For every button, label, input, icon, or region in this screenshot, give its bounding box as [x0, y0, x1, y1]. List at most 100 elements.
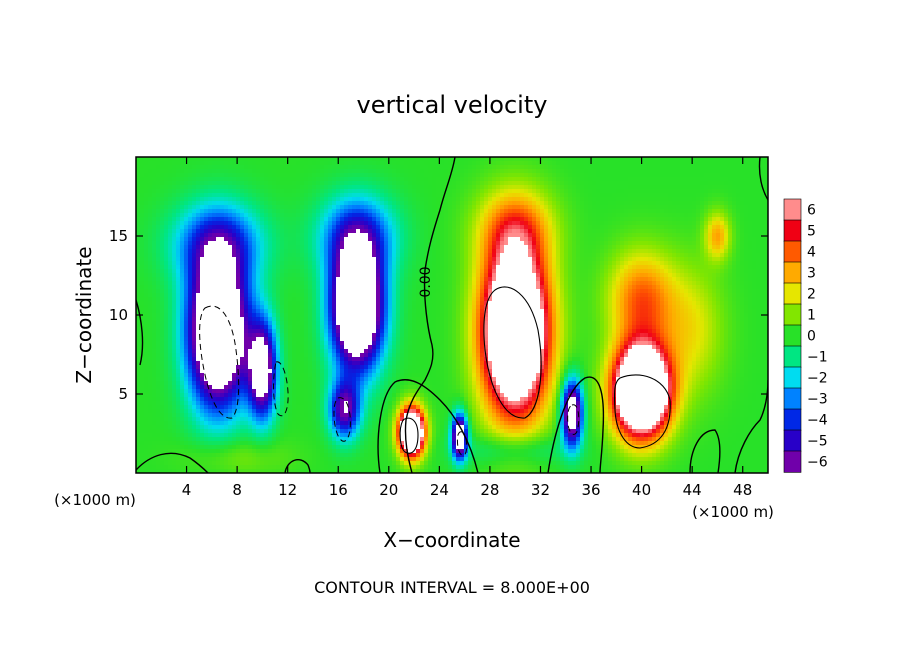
- heatmap-cell: [480, 229, 485, 234]
- heatmap-cell: [472, 173, 477, 178]
- heatmap-cell: [496, 177, 501, 182]
- heatmap-cell: [348, 225, 353, 230]
- heatmap-cell: [200, 217, 205, 222]
- heatmap-cell: [340, 261, 345, 266]
- heatmap-cell: [360, 221, 365, 226]
- heatmap-cell: [252, 281, 257, 286]
- heatmap-cell: [260, 213, 265, 218]
- heatmap-cell: [244, 205, 249, 210]
- heatmap-cell: [332, 245, 337, 250]
- heatmap-cell: [468, 273, 473, 278]
- heatmap-cell: [556, 161, 561, 166]
- heatmap-cell: [716, 169, 721, 174]
- heatmap-cell: [572, 245, 577, 250]
- heatmap-cell: [664, 257, 669, 262]
- heatmap-cell: [288, 209, 293, 214]
- heatmap-cell: [328, 189, 333, 194]
- heatmap-cell: [316, 197, 321, 202]
- heatmap-cell: [652, 233, 657, 238]
- heatmap-cell: [216, 185, 221, 190]
- heatmap-cell: [144, 161, 149, 166]
- heatmap-cell: [576, 177, 581, 182]
- heatmap-cell: [764, 265, 768, 270]
- heatmap-cell: [276, 201, 281, 206]
- heatmap-cell: [340, 213, 345, 218]
- heatmap-cell: [524, 225, 529, 230]
- heatmap-cell: [616, 221, 621, 226]
- heatmap-cell: [600, 201, 605, 206]
- heatmap-cell: [604, 265, 609, 270]
- heatmap-cell: [260, 225, 265, 230]
- heatmap-cell: [216, 209, 221, 214]
- heatmap-cell: [624, 273, 629, 278]
- heatmap-cell: [256, 221, 261, 226]
- heatmap-cell: [552, 157, 557, 162]
- heatmap-cell: [292, 265, 297, 270]
- heatmap-cell: [240, 269, 245, 274]
- heatmap-cell: [752, 273, 757, 278]
- heatmap-cell: [584, 205, 589, 210]
- heatmap-cell: [400, 249, 405, 254]
- heatmap-cell: [280, 261, 285, 266]
- heatmap-cell: [280, 213, 285, 218]
- heatmap-cell: [680, 181, 685, 186]
- heatmap-cell: [236, 241, 241, 246]
- heatmap-cell: [432, 265, 437, 270]
- heatmap-cell: [372, 245, 377, 250]
- heatmap-cell: [188, 161, 193, 166]
- heatmap-cell: [756, 181, 761, 186]
- heatmap-cell: [408, 261, 413, 266]
- heatmap-cell: [572, 177, 577, 182]
- heatmap-cell: [588, 277, 593, 282]
- heatmap-cell: [592, 261, 597, 266]
- heatmap-cell: [200, 161, 205, 166]
- heatmap-cell: [428, 237, 433, 242]
- heatmap-cell: [328, 169, 333, 174]
- heatmap-cell: [520, 281, 525, 286]
- heatmap-cell: [348, 217, 353, 222]
- heatmap-cell: [676, 213, 681, 218]
- heatmap-cell: [336, 233, 341, 238]
- heatmap-cell: [260, 161, 265, 166]
- heatmap-cell: [700, 277, 705, 282]
- heatmap-cell: [332, 233, 337, 238]
- heatmap-cell: [404, 225, 409, 230]
- heatmap-cell: [640, 261, 645, 266]
- heatmap-cell: [744, 249, 749, 254]
- heatmap-cell: [220, 197, 225, 202]
- heatmap-cell: [500, 217, 505, 222]
- heatmap-cell: [448, 205, 453, 210]
- heatmap-cell: [664, 161, 669, 166]
- heatmap-cell: [368, 197, 373, 202]
- heatmap-cell: [684, 177, 689, 182]
- heatmap-cell: [420, 197, 425, 202]
- heatmap-cell: [560, 205, 565, 210]
- heatmap-cell: [708, 181, 713, 186]
- heatmap-cell: [692, 257, 697, 262]
- heatmap-cell: [260, 245, 265, 250]
- heatmap-cell: [636, 157, 641, 162]
- heatmap-cell: [728, 217, 733, 222]
- heatmap-cell: [484, 241, 489, 246]
- heatmap-cell: [284, 157, 289, 162]
- heatmap-cell: [500, 173, 505, 178]
- heatmap-cell: [688, 241, 693, 246]
- heatmap-cell: [704, 217, 709, 222]
- heatmap-cell: [728, 277, 733, 282]
- heatmap-cell: [228, 165, 233, 170]
- heatmap-cell: [384, 233, 389, 238]
- heatmap-cell: [232, 193, 237, 198]
- heatmap-cell: [276, 213, 281, 218]
- heatmap-cell: [756, 185, 761, 190]
- heatmap-cell: [460, 257, 465, 262]
- heatmap-cell: [640, 189, 645, 194]
- heatmap-cell: [748, 229, 753, 234]
- heatmap-cell: [560, 185, 565, 190]
- heatmap-cell: [260, 273, 265, 278]
- heatmap-cell: [532, 217, 537, 222]
- heatmap-cell: [364, 213, 369, 218]
- heatmap-cell: [252, 213, 257, 218]
- heatmap-cell: [468, 249, 473, 254]
- heatmap-cell: [440, 185, 445, 190]
- heatmap-cell: [388, 261, 393, 266]
